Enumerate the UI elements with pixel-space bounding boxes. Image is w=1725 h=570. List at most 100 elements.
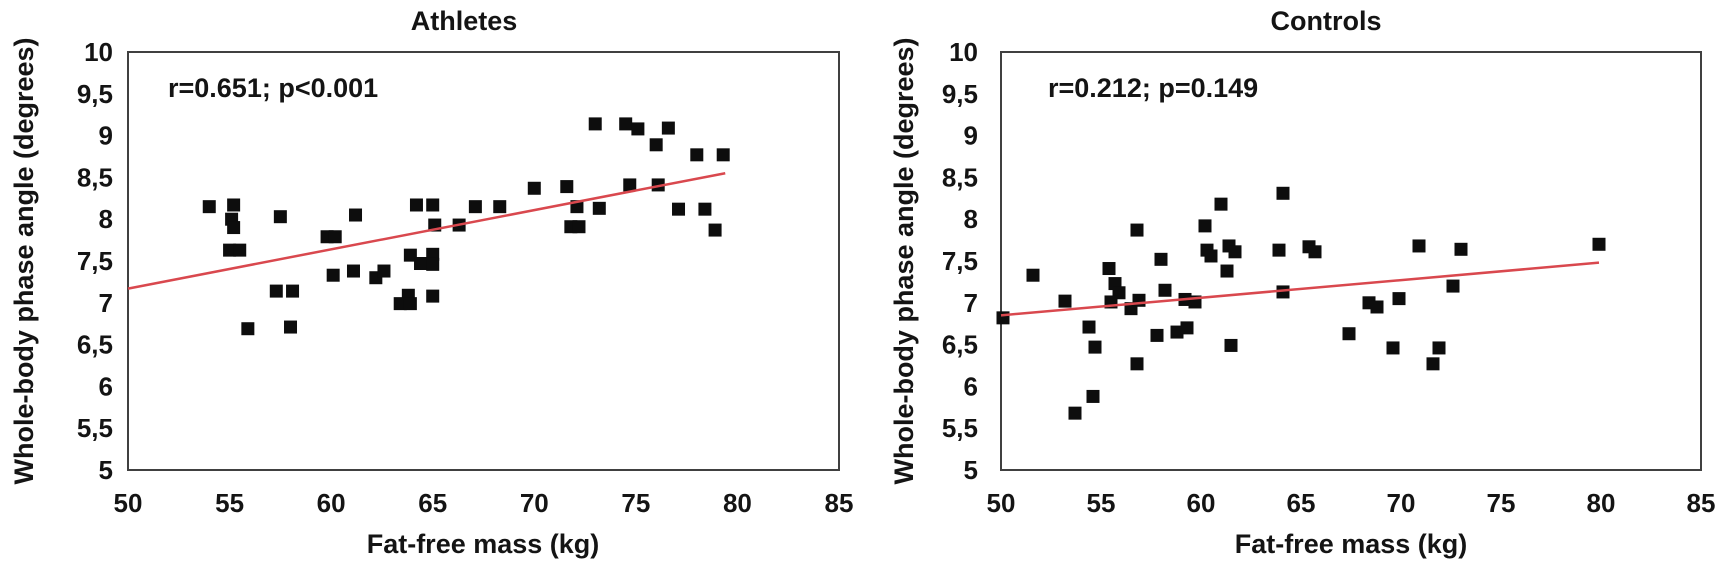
data-point — [273, 210, 287, 224]
y-tick-label: 6 — [99, 371, 113, 401]
athletes-scatter-panel: 5 5,5 6 6,5 7 7,5 8 8,5 9 9,5 10 50 55 60 65 70 75 80 85 At… — [9, 6, 853, 559]
data-point — [1224, 338, 1238, 352]
data-point — [672, 202, 686, 216]
trend-line — [127, 171, 726, 290]
data-point — [1412, 239, 1426, 253]
trend-line — [1000, 261, 1600, 317]
data-point — [426, 289, 440, 303]
x-tick-label: 75 — [621, 488, 650, 518]
x-tick-label: 80 — [723, 488, 752, 518]
data-point — [1276, 186, 1290, 200]
data-point — [1276, 285, 1290, 299]
correlation-annotation: r=0.651; p<0.001 — [168, 73, 378, 103]
data-point — [326, 268, 340, 282]
data-point — [661, 121, 675, 135]
data-point — [572, 220, 586, 234]
data-point — [1170, 325, 1184, 339]
data-point — [393, 297, 407, 311]
x-tick-label: 60 — [1187, 488, 1216, 518]
data-point — [1220, 264, 1234, 278]
data-point — [1058, 294, 1072, 308]
data-point — [1026, 268, 1040, 282]
y-tick-label: 10 — [84, 37, 113, 67]
data-point — [1214, 197, 1228, 211]
data-point — [1198, 219, 1212, 233]
data-point — [1130, 223, 1144, 237]
data-point — [1272, 243, 1286, 257]
y-axis-label: Whole-body phase angle (degrees) — [889, 37, 919, 484]
y-tick-label: 5,5 — [77, 413, 113, 443]
y-tick-label: 6 — [964, 371, 978, 401]
x-tick-label: 65 — [1287, 488, 1316, 518]
data-point — [1102, 262, 1116, 276]
data-point — [623, 178, 637, 192]
data-point — [1150, 328, 1164, 342]
data-point — [403, 248, 417, 262]
data-point — [619, 117, 633, 131]
data-point — [588, 117, 602, 131]
data-point — [409, 198, 423, 212]
data-point — [1180, 321, 1194, 335]
x-tick-label: 70 — [520, 488, 549, 518]
y-tick-label: 9 — [99, 121, 113, 151]
data-point — [716, 148, 730, 162]
data-point — [1082, 320, 1096, 334]
plot-border — [127, 51, 840, 471]
y-tick-label: 5 — [99, 455, 113, 485]
data-point — [414, 257, 428, 271]
data-point — [286, 284, 300, 298]
data-point — [1228, 245, 1242, 259]
data-point — [202, 200, 216, 214]
data-point — [996, 311, 1010, 325]
y-tick-label: 7,5 — [942, 246, 978, 276]
correlation-annotation: r=0.212; p=0.149 — [1048, 73, 1258, 103]
x-tick-label: 80 — [1587, 488, 1616, 518]
data-point — [1130, 357, 1144, 371]
x-tick-label: 75 — [1487, 488, 1516, 518]
y-tick-label: 9 — [964, 121, 978, 151]
x-axis-label: Fat-free mass (kg) — [1235, 529, 1468, 559]
data-point — [284, 320, 298, 334]
data-point — [592, 201, 606, 215]
plot-border — [1000, 51, 1702, 471]
x-tick-label: 60 — [317, 488, 346, 518]
x-tick-label: 85 — [1687, 488, 1716, 518]
data-point — [1426, 357, 1440, 371]
data-point — [1204, 249, 1218, 263]
data-point — [1068, 406, 1082, 420]
data-point — [403, 297, 417, 311]
data-point — [328, 230, 342, 244]
data-point — [1086, 389, 1100, 403]
y-axis-label: Whole-body phase angle (degrees) — [9, 37, 39, 484]
data-point — [708, 223, 722, 237]
x-tick-label: 55 — [1087, 488, 1116, 518]
data-point — [1342, 327, 1356, 341]
data-point — [1132, 293, 1146, 307]
x-tick-label: 50 — [114, 488, 143, 518]
data-point — [1592, 237, 1606, 251]
data-point — [698, 202, 712, 216]
data-point — [527, 181, 541, 195]
y-tick-label: 8 — [99, 204, 113, 234]
y-tick-label: 9,5 — [77, 79, 113, 109]
y-tick-label: 6,5 — [942, 330, 978, 360]
y-tick-label: 7 — [99, 288, 113, 318]
data-point — [1370, 300, 1384, 314]
data-point — [269, 284, 283, 298]
data-point — [493, 200, 507, 214]
y-tick-label: 8 — [964, 204, 978, 234]
data-point — [346, 264, 360, 278]
data-point — [426, 257, 440, 271]
data-point — [227, 198, 241, 212]
data-point — [631, 122, 645, 136]
data-point — [1432, 341, 1446, 355]
data-point — [560, 180, 574, 194]
y-tick-label: 5 — [964, 455, 978, 485]
y-tick-label: 9,5 — [942, 79, 978, 109]
y-tick-label: 8,5 — [77, 162, 113, 192]
y-tick-label: 10 — [949, 37, 978, 67]
data-point — [227, 221, 241, 235]
data-point — [1088, 340, 1102, 354]
data-point — [233, 243, 247, 257]
